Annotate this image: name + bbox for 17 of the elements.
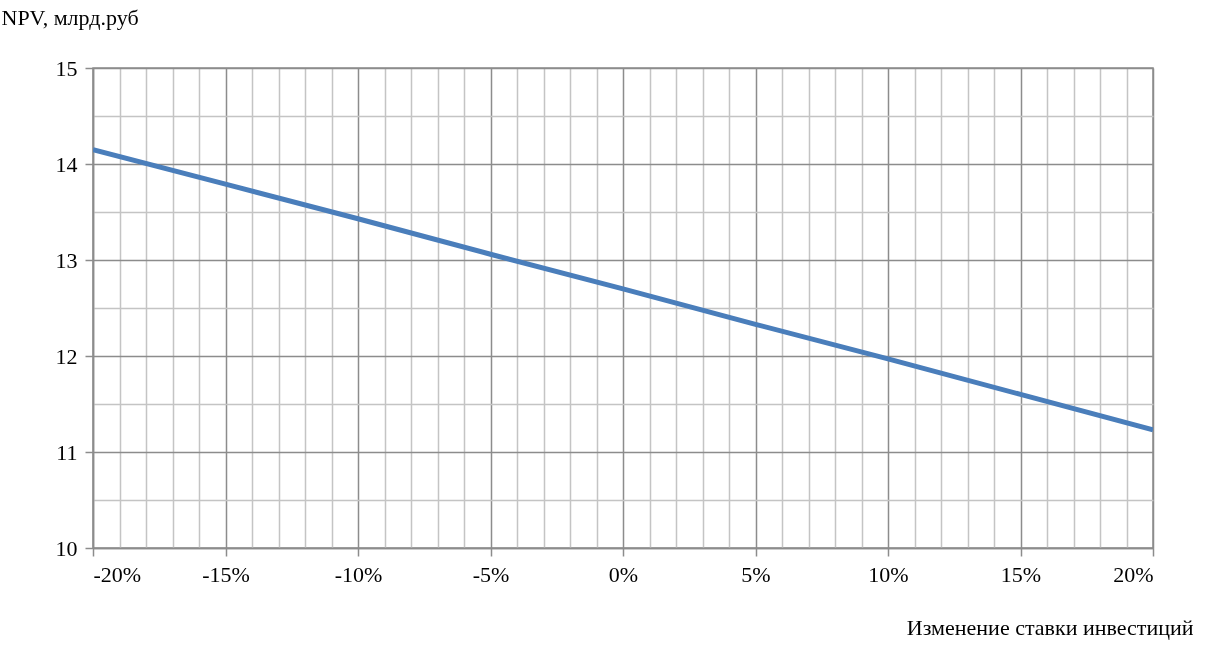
x-tick-label: 20%: [1113, 561, 1154, 587]
x-tick-label: 15%: [1000, 561, 1042, 587]
y-tick-label: 14: [55, 151, 78, 177]
y-tick-label: 13: [55, 247, 78, 273]
x-tick-label: -10%: [334, 561, 383, 587]
x-axis-title: Изменение ставки инвестиций: [906, 614, 1194, 640]
y-tick-label: 10: [55, 535, 78, 561]
x-tick-label: 5%: [741, 561, 771, 587]
x-tick-label: 0%: [608, 561, 639, 587]
y-tick-label: 15: [55, 55, 78, 81]
y-tick-label: 11: [56, 439, 78, 465]
y-axis-title: NPV, млрд.руб: [1, 4, 139, 30]
x-tick-label: -5%: [472, 561, 510, 587]
y-tick-label: 12: [55, 343, 78, 369]
x-tick-label: -20%: [93, 561, 142, 587]
x-tick-label: 10%: [868, 561, 909, 587]
x-tick-label: -15%: [202, 561, 250, 587]
